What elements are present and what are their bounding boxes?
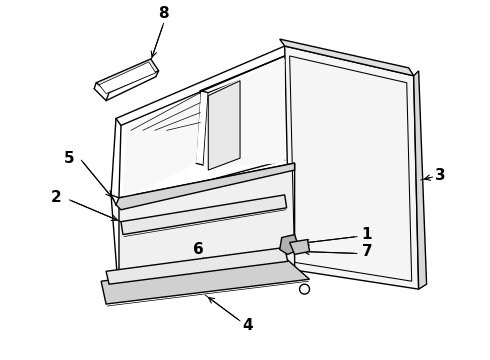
Polygon shape — [123, 94, 200, 200]
Polygon shape — [285, 46, 418, 289]
Polygon shape — [208, 81, 240, 170]
Text: 5: 5 — [64, 151, 74, 166]
Circle shape — [299, 284, 310, 294]
Polygon shape — [106, 247, 288, 284]
Polygon shape — [280, 39, 414, 76]
Text: 6: 6 — [193, 242, 204, 257]
Text: 2: 2 — [51, 190, 62, 205]
Polygon shape — [96, 59, 159, 93]
Polygon shape — [280, 235, 299, 255]
Polygon shape — [290, 239, 310, 255]
Polygon shape — [121, 195, 287, 235]
Polygon shape — [101, 257, 310, 304]
Polygon shape — [99, 62, 156, 94]
Polygon shape — [119, 163, 294, 299]
Text: 4: 4 — [243, 318, 253, 333]
Polygon shape — [116, 163, 294, 210]
Text: 3: 3 — [435, 167, 446, 183]
Text: 9: 9 — [213, 108, 223, 123]
Polygon shape — [203, 59, 285, 168]
Polygon shape — [414, 71, 427, 289]
Text: 1: 1 — [362, 227, 372, 242]
Text: 8: 8 — [158, 6, 169, 21]
Text: 7: 7 — [362, 244, 372, 259]
